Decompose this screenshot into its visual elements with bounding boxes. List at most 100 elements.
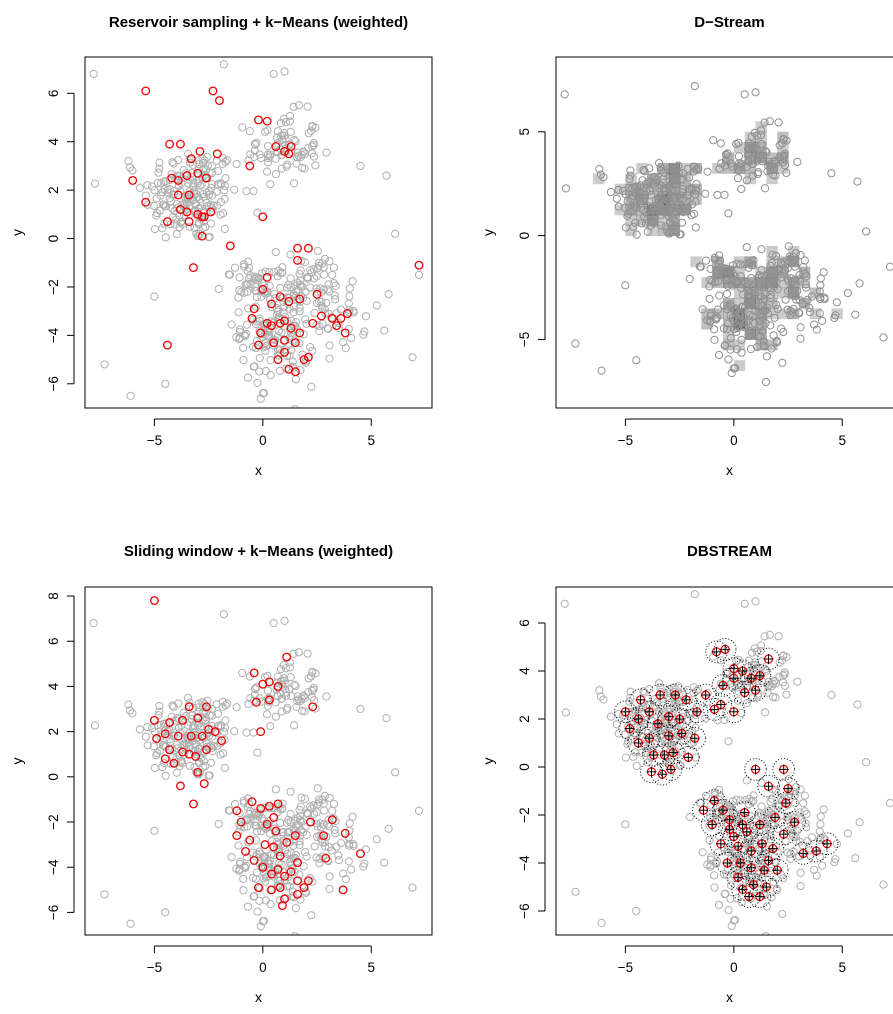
data-point xyxy=(126,391,135,400)
cluster-center xyxy=(165,718,175,728)
data-point xyxy=(177,757,186,766)
data-point xyxy=(782,136,791,145)
data-point xyxy=(285,325,295,334)
cluster-center xyxy=(303,352,313,362)
y-tick-label: −6 xyxy=(517,903,532,918)
data-point xyxy=(307,672,316,681)
data-point xyxy=(625,697,634,706)
data-point xyxy=(655,158,664,168)
data-point xyxy=(740,90,749,99)
data-point xyxy=(296,276,305,285)
cluster-center xyxy=(299,355,309,365)
data-point xyxy=(278,680,287,689)
data-point xyxy=(724,209,733,218)
data-point xyxy=(796,881,805,891)
data-point xyxy=(323,324,332,333)
data-point xyxy=(261,673,270,682)
data-point xyxy=(710,883,719,892)
micro-cluster-radius xyxy=(685,700,709,724)
y-tick-label: 2 xyxy=(46,186,61,194)
cluster-center xyxy=(197,212,207,222)
data-point xyxy=(275,315,284,324)
x-axis-label: x xyxy=(726,989,733,1005)
data-point xyxy=(189,721,198,730)
grid-cell xyxy=(679,194,691,205)
data-point xyxy=(336,305,346,314)
data-point xyxy=(621,281,630,290)
data-point xyxy=(263,332,273,341)
data-point xyxy=(384,824,393,833)
data-point xyxy=(645,186,654,195)
data-point xyxy=(261,877,270,886)
data-point xyxy=(225,270,234,279)
data-point xyxy=(706,275,715,284)
data-point xyxy=(311,669,320,678)
data-point xyxy=(786,310,795,320)
data-point xyxy=(348,277,357,286)
cluster-center xyxy=(197,231,207,241)
cluster-center xyxy=(175,781,185,791)
cluster-center xyxy=(254,340,263,350)
data-point xyxy=(656,191,665,200)
data-point xyxy=(230,727,239,736)
cluster-center xyxy=(249,668,259,678)
data-point xyxy=(800,256,809,265)
grid-cell xyxy=(733,266,746,278)
cluster-center xyxy=(141,86,151,96)
data-point xyxy=(344,857,353,866)
data-point xyxy=(767,794,776,803)
data-point xyxy=(816,294,825,304)
y-tick-label: 0 xyxy=(46,235,61,243)
cluster-center xyxy=(241,846,250,856)
data-point xyxy=(639,165,648,175)
cluster-center xyxy=(245,161,255,171)
data-point xyxy=(248,873,258,882)
data-point xyxy=(167,170,176,179)
data-point xyxy=(647,715,656,725)
data-point xyxy=(150,224,159,234)
data-point xyxy=(295,837,304,846)
cluster-center xyxy=(267,299,276,309)
grid-cell xyxy=(625,204,637,216)
data-point xyxy=(308,686,317,695)
data-point xyxy=(290,867,299,877)
y-tick-label: 6 xyxy=(517,619,532,627)
data-point xyxy=(660,184,669,193)
data-point xyxy=(766,271,776,280)
grid-cell xyxy=(722,318,735,330)
data-point xyxy=(293,148,302,157)
data-point xyxy=(643,227,652,236)
data-point xyxy=(257,821,266,830)
data-point xyxy=(219,610,228,619)
data-point xyxy=(152,748,162,758)
data-point xyxy=(220,727,229,736)
data-point xyxy=(673,192,683,201)
data-point xyxy=(322,692,331,701)
cluster-center xyxy=(173,731,183,741)
data-point xyxy=(843,829,852,838)
data-point xyxy=(606,187,615,197)
data-point xyxy=(691,723,700,732)
data-point xyxy=(190,223,199,233)
data-point xyxy=(159,177,168,186)
micro-cluster-radius xyxy=(722,657,746,680)
data-point xyxy=(696,262,705,271)
data-point xyxy=(235,808,244,818)
data-point xyxy=(255,884,264,893)
data-point xyxy=(812,871,821,880)
data-point xyxy=(781,295,790,304)
cluster-center xyxy=(141,197,151,207)
data-point xyxy=(274,266,283,275)
cluster-center xyxy=(271,142,281,152)
data-point xyxy=(705,294,714,303)
data-point xyxy=(757,312,767,321)
data-point xyxy=(242,728,251,737)
cluster-center xyxy=(215,96,224,106)
data-point xyxy=(213,709,223,718)
data-point xyxy=(194,699,203,708)
data-point xyxy=(204,187,213,196)
data-point xyxy=(208,711,217,720)
data-point xyxy=(831,311,840,320)
data-point xyxy=(701,791,711,801)
panel-sliding-window: Sliding window + k−Means (weighted) −5 0 5 x… xyxy=(9,543,433,1005)
